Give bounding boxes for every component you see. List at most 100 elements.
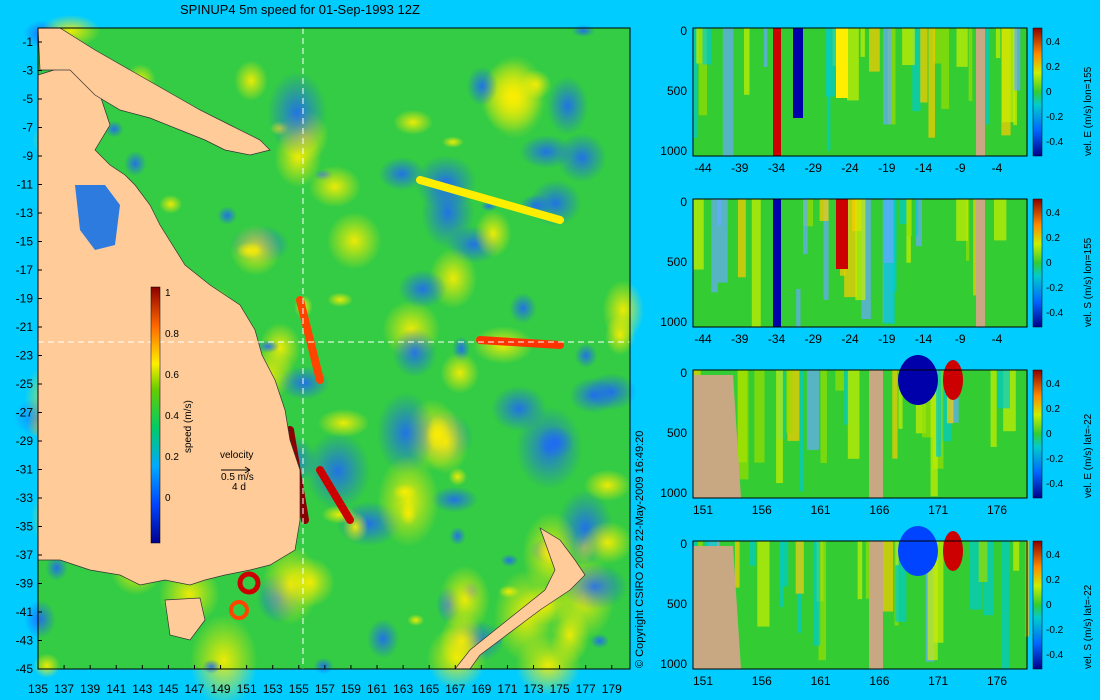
map-blob: [515, 406, 583, 490]
section-streak: [847, 28, 859, 101]
speed-cbar-tick: 0.6: [165, 370, 179, 381]
copyright-text: © Copyright CSIRO 2009 22-May-2009 16:49…: [634, 430, 646, 668]
section-x-tick: -9: [955, 161, 966, 175]
lat-tick-label: -43: [16, 634, 34, 648]
section-streak: [898, 370, 903, 429]
section-cbar-tick: -0.4: [1046, 479, 1064, 490]
section-cbar-tick: 0.4: [1046, 37, 1060, 48]
section-cbar-tick: -0.2: [1046, 283, 1064, 294]
lat-tick-label: -1: [22, 35, 33, 49]
map-blob: [426, 625, 487, 690]
section-streak: [956, 199, 968, 241]
section-x-tick: -4: [992, 161, 1003, 175]
map-blob: [234, 60, 268, 102]
section-cbar-tick: -0.2: [1046, 625, 1064, 636]
speed-cbar-tick: 1: [165, 288, 171, 299]
section-streak: [895, 541, 899, 566]
section-frame: [692, 27, 1028, 157]
section-streak: [912, 28, 921, 112]
lon-tick-label: 167: [445, 682, 465, 696]
lat-tick-label: -13: [16, 206, 34, 220]
section-streak: [776, 370, 783, 484]
lat-tick-label: -9: [22, 149, 33, 163]
map-blob: [33, 653, 61, 679]
section-panel-1: 0 500 1000 -44 -39 -34 -29 -24 -19 -14 -9 -4 0.4 0.2 0…: [660, 24, 1063, 175]
map-blob: [590, 633, 610, 649]
map-blob: [305, 431, 371, 511]
section-streak: [1001, 541, 1010, 669]
section-streak: [932, 541, 944, 643]
section-cbar-tick: 0.4: [1046, 208, 1060, 219]
section-x-tick: 166: [869, 503, 889, 517]
section-streak: [884, 199, 894, 263]
lon-tick-label: 139: [80, 682, 100, 696]
section-x-tick: -39: [731, 161, 749, 175]
section-streak: [936, 370, 941, 457]
section-streak: [1002, 28, 1015, 123]
section-streak: [826, 28, 831, 151]
section-frame: [692, 540, 1028, 670]
lon-tick-label: 147: [184, 682, 204, 696]
section-streak: [921, 370, 934, 438]
velocity-legend-speed: 0.5 m/s: [221, 472, 254, 483]
map-land-tasmania: [164, 597, 206, 641]
map-blob: [202, 659, 221, 674]
map-blob: [262, 544, 320, 625]
section-x-tick: 161: [811, 674, 831, 688]
lat-tick-label: -5: [22, 92, 33, 106]
lat-tick-label: -33: [16, 491, 34, 505]
map-blob: [376, 455, 440, 547]
section-streak: [968, 28, 973, 101]
section-colorbar: [1032, 369, 1043, 499]
lon-tick-label: 159: [341, 682, 361, 696]
lat-tick-label: -39: [16, 577, 34, 591]
section-y-tick: 1000: [660, 486, 687, 500]
section-streak: [857, 541, 863, 600]
map-blob: [509, 292, 537, 324]
lon-tick-label: 179: [602, 682, 622, 696]
map-blob: [257, 339, 280, 353]
section-x-tick: 176: [987, 503, 1007, 517]
map-blob: [267, 71, 327, 156]
section-streak: [902, 28, 915, 66]
map-blob: [378, 157, 425, 191]
section-streak: [786, 370, 793, 433]
section-land: [976, 199, 985, 327]
section-core: [898, 355, 938, 405]
map-blob: [313, 657, 334, 675]
section-streak: [844, 370, 850, 425]
section-x-tick: 151: [693, 503, 713, 517]
section-core: [943, 360, 963, 400]
section-land: [976, 28, 985, 156]
map-blob: [583, 469, 632, 502]
section-cbar-tick: 0: [1046, 429, 1052, 440]
current-streak: [416, 176, 564, 224]
map-blob: [317, 408, 370, 438]
section-y-tick: 500: [667, 597, 687, 611]
map-blob: [393, 109, 433, 136]
section-cbar-tick: 0.4: [1046, 379, 1060, 390]
section-streak: [855, 199, 866, 301]
section-streak: [915, 199, 919, 236]
lon-tick-label: 169: [471, 682, 491, 696]
section-x-tick: 156: [752, 503, 772, 517]
lon-tick-label: 141: [106, 682, 126, 696]
section-core: [836, 28, 848, 98]
section-streak: [722, 28, 734, 156]
section-y-tick: 500: [667, 84, 687, 98]
section-core: [836, 199, 848, 269]
section-streak: [993, 199, 1007, 241]
lon-tick-label: 163: [393, 682, 413, 696]
section-streak: [895, 541, 907, 622]
section-cbar-tick: -0.2: [1046, 112, 1064, 123]
section-streak: [717, 199, 728, 283]
section-colorbar: [1032, 540, 1043, 670]
lon-tick-label: 173: [523, 682, 543, 696]
section-streak: [933, 28, 942, 64]
section-cbar-tick: 0: [1046, 600, 1052, 611]
map-blob: [426, 416, 451, 453]
section-x-tick: -14: [915, 161, 933, 175]
section-x-tick: -29: [805, 161, 823, 175]
section-x-tick: 156: [752, 674, 772, 688]
map-blob: [158, 194, 183, 214]
